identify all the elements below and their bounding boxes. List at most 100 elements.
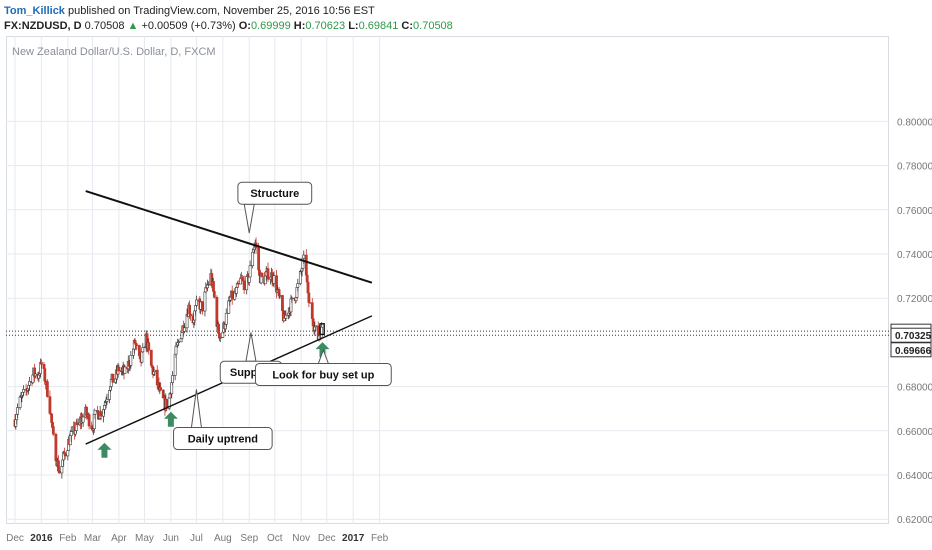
callout-box [254, 362, 392, 386]
candle-body [251, 251, 255, 267]
y-tick-label: 0.68000 [897, 383, 932, 394]
candle [16, 403, 19, 419]
candle [206, 281, 210, 286]
candle [135, 342, 139, 350]
callout-text: Daily uptrend [188, 434, 258, 446]
candle-body [129, 355, 133, 366]
x-tick-label: Feb [371, 533, 389, 544]
candle-body [266, 268, 270, 280]
up-arrow-icon [97, 442, 112, 458]
symbol-name[interactable]: FX:NZDUSD, D [4, 20, 82, 32]
candle [81, 413, 85, 427]
candle [296, 278, 300, 292]
close-label: C: [401, 20, 414, 32]
up-arrow-icon [163, 411, 178, 427]
x-tick-label: Dec [318, 533, 336, 544]
candle-body [296, 283, 300, 288]
candle [149, 349, 153, 366]
candle-body [48, 396, 52, 414]
candle-body [135, 344, 139, 347]
candle [60, 466, 64, 479]
candle-body [320, 326, 324, 339]
candle [272, 271, 276, 288]
candle [147, 338, 151, 355]
candle [278, 292, 282, 300]
candle [275, 269, 278, 299]
candle-body [247, 276, 251, 283]
candle [141, 343, 145, 353]
candle-body [54, 433, 58, 462]
candle-body [177, 341, 180, 344]
x-tick-label: Feb [59, 533, 77, 544]
candle [159, 382, 163, 392]
candle-body [22, 389, 25, 393]
candle-body [123, 366, 127, 374]
candle [314, 325, 318, 332]
price-tag-label: 0.69666 [895, 346, 932, 357]
x-tick-label: Jun [163, 533, 179, 544]
candle-body [137, 345, 141, 357]
callout-daily-uptrend: Daily uptrend [173, 389, 273, 451]
y-tick-label: 0.76000 [897, 206, 932, 217]
candle-body [217, 323, 220, 334]
x-tick-label: Aug [214, 533, 232, 544]
x-tick-label: 2017 [342, 533, 365, 544]
candle [236, 280, 240, 288]
y-tick-label: 0.66000 [897, 427, 932, 438]
up-arrow-icon [315, 342, 330, 358]
candle-body [212, 281, 215, 292]
candle [129, 350, 133, 369]
candle-body [149, 349, 153, 366]
candle-body [147, 342, 151, 351]
candle [69, 426, 73, 442]
candle-body [63, 453, 67, 457]
candle [123, 364, 127, 375]
candle [99, 410, 103, 421]
candle-body [171, 375, 174, 383]
candle [63, 452, 67, 460]
candle-body [140, 351, 144, 363]
chart-frame[interactable] [6, 36, 889, 524]
x-tick-label: Apr [111, 533, 127, 544]
candle-body [218, 337, 222, 339]
candle-body [60, 466, 64, 474]
candle-body [103, 405, 106, 410]
candle [153, 369, 157, 376]
highlight-box [319, 323, 325, 336]
y-tick-label: 0.64000 [897, 471, 932, 482]
y-tick-label: 0.80000 [897, 117, 932, 128]
candle-body [105, 399, 109, 402]
candle-body [87, 414, 91, 427]
candle [200, 301, 204, 315]
candle [248, 260, 252, 278]
candle-body [203, 291, 207, 312]
candle-body [308, 302, 312, 304]
candle-body [195, 299, 198, 306]
y-tick-label: 0.74000 [897, 250, 932, 261]
up-arrow-icon: ▲ [127, 20, 139, 32]
candle-body [69, 431, 73, 436]
candle-body [230, 290, 234, 300]
candle [51, 421, 55, 436]
candle [195, 295, 198, 308]
x-tick-label: Sep [240, 533, 258, 544]
x-tick-label: Oct [267, 533, 283, 544]
callout-structure: Structure [237, 181, 313, 234]
candle-body [40, 362, 43, 365]
price-tag [890, 342, 932, 358]
candle [87, 412, 91, 430]
x-tick-label: 2016 [30, 533, 53, 544]
trendline-structure [85, 190, 373, 284]
author-link[interactable]: Tom_Killick [4, 5, 65, 17]
y-tick-label: 0.78000 [897, 162, 932, 173]
candle [183, 323, 186, 334]
candle-body [290, 297, 294, 300]
candle-body [153, 369, 157, 372]
candle-body [16, 407, 19, 415]
candle-body [45, 381, 49, 397]
candle [93, 410, 97, 419]
chart-header: Tom_Killick published on TradingView.com… [0, 0, 932, 36]
candle [111, 373, 115, 383]
low-value: 0.69841 [358, 20, 399, 32]
